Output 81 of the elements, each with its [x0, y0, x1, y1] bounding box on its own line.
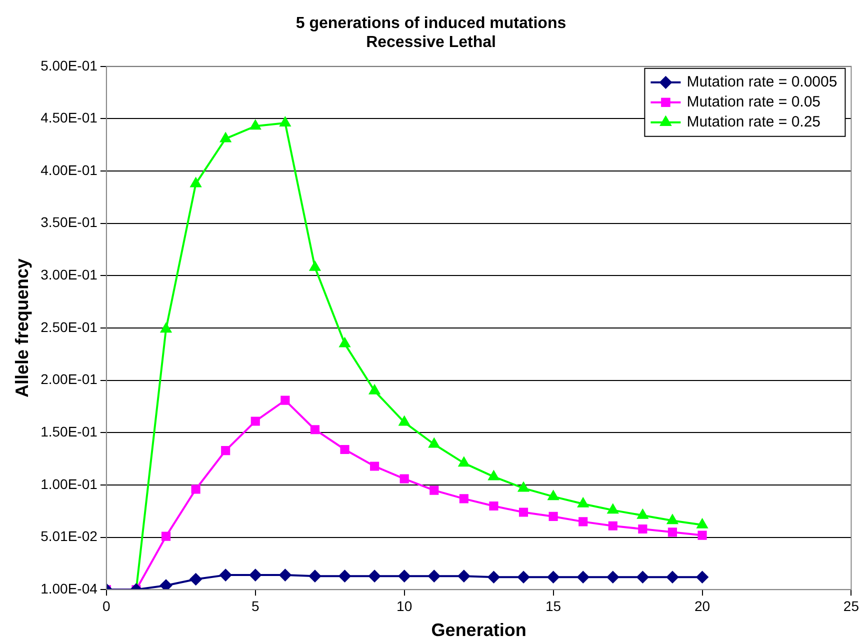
- y-tick-label: 4.50E-01: [40, 110, 98, 126]
- y-tick-label: 1.00E-01: [40, 476, 98, 492]
- point: [548, 490, 559, 500]
- point: [606, 571, 619, 584]
- point: [696, 571, 708, 584]
- point: [638, 524, 648, 534]
- point: [340, 444, 350, 454]
- point: [190, 573, 202, 586]
- point: [369, 384, 380, 394]
- point: [368, 570, 381, 582]
- point: [221, 446, 230, 456]
- y-tick-label: 5.00E-01: [40, 57, 98, 74]
- y-tick-label: 1.50E-01: [40, 424, 98, 440]
- point: [636, 571, 649, 584]
- point: [578, 498, 588, 508]
- point: [518, 571, 530, 584]
- x-tick-label: 10: [396, 598, 412, 614]
- point: [399, 416, 410, 426]
- point: [249, 569, 262, 582]
- point: [667, 514, 678, 524]
- point: [668, 528, 677, 537]
- text: Recessive Lethal: [366, 34, 496, 52]
- legend-label: Mutation rate = 0.25: [686, 114, 821, 131]
- point: [578, 517, 588, 526]
- text: 5 generations of induced mutations: [296, 15, 566, 32]
- point: [608, 521, 618, 530]
- point: [338, 570, 351, 582]
- point: [518, 482, 529, 492]
- point: [310, 261, 320, 271]
- point: [220, 132, 231, 142]
- point: [608, 504, 618, 514]
- point: [518, 508, 528, 517]
- point: [548, 512, 558, 521]
- y-tick-label: 1.00E-04: [40, 580, 98, 596]
- point: [458, 570, 470, 582]
- y-tick-label: 4.00E-01: [40, 162, 98, 178]
- point: [430, 486, 439, 495]
- point: [280, 117, 290, 127]
- y-tick-label: 2.00E-01: [40, 371, 98, 388]
- point: [308, 570, 321, 582]
- point: [459, 494, 468, 504]
- point: [428, 570, 440, 582]
- y-tick-label: 2.50E-01: [40, 318, 98, 335]
- point: [161, 532, 171, 541]
- point: [458, 457, 470, 467]
- point: [489, 501, 498, 511]
- point: [190, 178, 202, 188]
- point: [400, 474, 409, 484]
- point: [370, 462, 380, 471]
- y-tick-label: 3.50E-01: [40, 214, 98, 230]
- x-axis-title: Generation: [431, 620, 526, 640]
- legend-label: Mutation rate = 0.05: [686, 94, 821, 111]
- point: [310, 425, 320, 434]
- y-tick-label: 3.00E-01: [40, 266, 98, 283]
- point: [428, 438, 440, 448]
- point: [398, 570, 410, 582]
- point: [191, 484, 200, 494]
- point: [250, 416, 260, 426]
- y-tick-label: 5.01E-02: [40, 528, 98, 544]
- point: [220, 569, 232, 582]
- x-tick-label: 25: [843, 598, 860, 614]
- point: [280, 396, 290, 405]
- point: [637, 509, 648, 519]
- point: [160, 580, 172, 590]
- x-tick-label: 5: [251, 598, 260, 614]
- y-axis-title: Allele frequency: [12, 258, 32, 398]
- legend-label: Mutation rate = 0.0005: [686, 74, 838, 91]
- point: [488, 470, 500, 480]
- point: [696, 518, 708, 528]
- point: [250, 120, 261, 130]
- x-tick-label: 15: [546, 598, 562, 614]
- point: [488, 571, 500, 584]
- point: [160, 323, 172, 333]
- point: [547, 571, 560, 584]
- point: [279, 569, 292, 582]
- point: [577, 571, 590, 584]
- x-tick-label: 20: [694, 598, 710, 614]
- point: [339, 338, 350, 348]
- point: [698, 530, 707, 540]
- point: [666, 571, 678, 584]
- x-tick-label: 0: [102, 598, 111, 614]
